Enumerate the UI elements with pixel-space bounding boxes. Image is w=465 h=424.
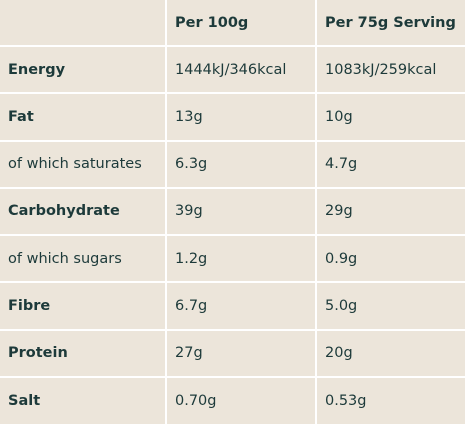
nutrient-value: 0.70g xyxy=(165,375,317,424)
nutrient-label: Energy xyxy=(0,45,167,95)
nutrient-value: 13g xyxy=(165,92,317,142)
nutrient-label: Fibre xyxy=(0,281,167,331)
table-row: Carbohydrate 39g 29g xyxy=(0,186,465,237)
nutrient-value: 29g xyxy=(315,186,465,237)
nutrient-value: 0.53g xyxy=(315,375,465,424)
nutrient-value: 0.9g xyxy=(315,234,465,284)
nutrient-value: 27g xyxy=(165,328,317,378)
nutrient-value: 6.3g xyxy=(165,139,317,189)
nutrient-value: 10g xyxy=(315,92,465,142)
header-cell: Per 100g xyxy=(165,0,317,48)
nutrient-label: of which sugars xyxy=(0,234,167,284)
table-row: Fat 13g 10g xyxy=(0,92,465,142)
nutrient-value: 20g xyxy=(315,328,465,378)
nutrient-value: 5.0g xyxy=(315,281,465,331)
nutrient-label: Protein xyxy=(0,328,167,378)
table-row: Energy 1444kJ/346kcal 1083kJ/259kcal xyxy=(0,45,465,95)
nutrient-value: 4.7g xyxy=(315,139,465,189)
table-row: of which saturates 6.3g 4.7g xyxy=(0,139,465,189)
nutrient-value: 39g xyxy=(165,186,317,237)
nutrient-label: of which saturates xyxy=(0,139,167,189)
table-row: of which sugars 1.2g 0.9g xyxy=(0,234,465,284)
nutrient-value: 1083kJ/259kcal xyxy=(315,45,465,95)
nutrient-value: 1444kJ/346kcal xyxy=(165,45,317,95)
nutrient-label: Salt xyxy=(0,375,167,424)
nutrient-value: 1.2g xyxy=(165,234,317,284)
table-body: Energy 1444kJ/346kcal 1083kJ/259kcal Fat 13g… xyxy=(0,45,465,424)
header-cell: Per 75g Serving xyxy=(315,0,465,48)
table-row: Protein 27g 20g xyxy=(0,328,465,378)
header-row: Per 100g Per 75g Serving xyxy=(0,0,465,48)
table-row: Fibre 6.7g 5.0g xyxy=(0,281,465,331)
nutrient-label: Carbohydrate xyxy=(0,186,167,237)
nutrient-value: 6.7g xyxy=(165,281,317,331)
header-cell xyxy=(0,0,167,48)
table-row: Salt 0.70g 0.53g xyxy=(0,375,465,424)
nutrient-label: Fat xyxy=(0,92,167,142)
